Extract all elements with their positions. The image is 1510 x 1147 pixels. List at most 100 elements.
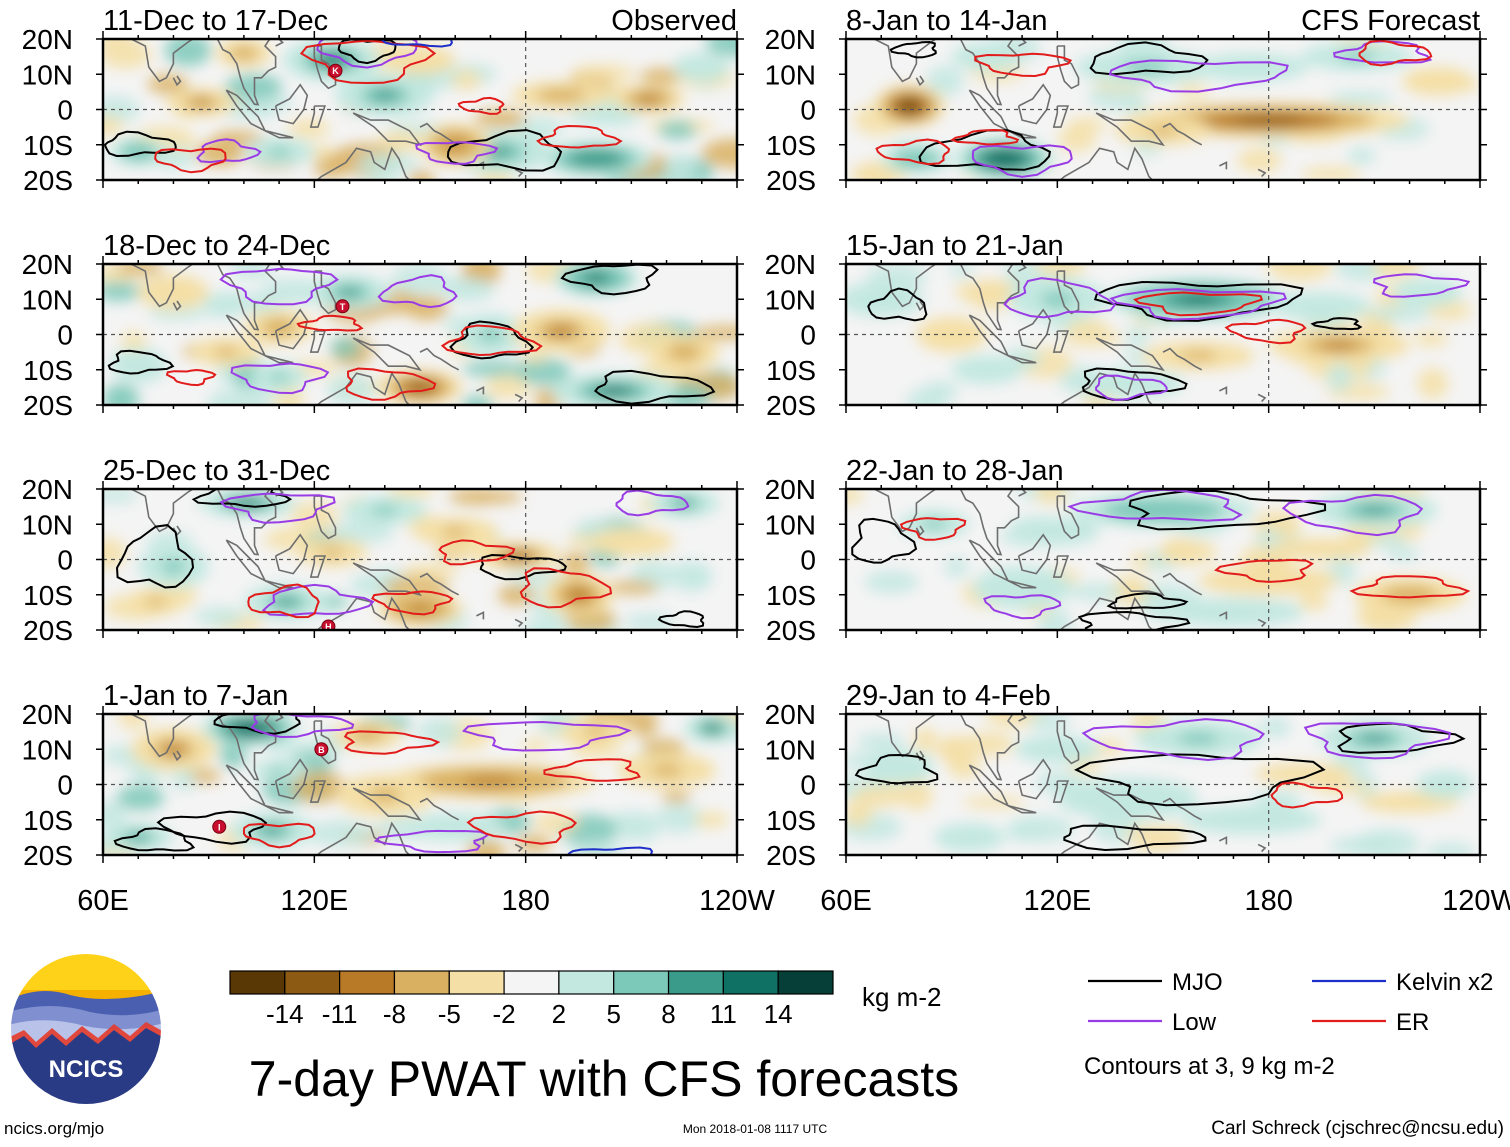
anomaly-blob: [162, 743, 185, 755]
anomaly-blob: [229, 46, 258, 61]
anomaly-blob: [548, 325, 574, 337]
y-tick-label: 0: [800, 320, 816, 351]
wave-contour: [247, 583, 320, 619]
y-tick-label: 10S: [23, 805, 73, 836]
anomaly-blob: [121, 331, 147, 353]
colorbar-units: kg m-2: [862, 982, 941, 1012]
wave-contour: [1310, 317, 1363, 331]
anomaly-blob: [1215, 812, 1287, 827]
coastline: [1095, 562, 1165, 597]
coastline: [1056, 270, 1080, 315]
coastline: [1007, 804, 1037, 814]
anomaly-blob: [568, 105, 627, 127]
coastline: [1219, 161, 1228, 170]
colorbar-label: -8: [383, 999, 406, 1029]
colorbar-label: 11: [710, 999, 737, 1029]
coastline: [1052, 780, 1070, 803]
anomaly-blob: [116, 264, 164, 276]
y-tick-label: 20S: [766, 165, 816, 196]
wave-contour: [219, 267, 339, 306]
anomaly-blob: [521, 350, 547, 363]
coastline: [130, 714, 195, 758]
anomaly-blob: [1239, 545, 1282, 573]
anomaly-blob: [666, 343, 702, 361]
y-tick-label: 20N: [765, 249, 816, 280]
anomaly-blob: [1266, 264, 1333, 282]
coastline: [1162, 347, 1203, 371]
wave-contour: [593, 369, 716, 405]
anomaly-blob: [922, 381, 959, 401]
anomaly-blob: [1326, 362, 1353, 392]
anomaly-blob: [103, 281, 142, 302]
anomaly-blob: [449, 489, 500, 505]
anomaly-blob: [1222, 60, 1280, 75]
map-panel: K 20N 10N 0 10S 20S 11-Dec to 17-Dec Observed: [22, 5, 744, 196]
figure-title: 7-day PWAT with CFS forecasts: [249, 1051, 959, 1107]
coastline: [1219, 611, 1228, 620]
y-tick-label: 20N: [22, 474, 73, 505]
anomaly-blob: [571, 842, 624, 855]
storm-marker: K: [328, 63, 343, 78]
colorbar-label: 5: [606, 999, 620, 1029]
anomaly-blob: [668, 560, 713, 591]
legend-label: Kelvin x2: [1396, 969, 1493, 996]
anomaly-blob: [1159, 538, 1198, 564]
wave-contour: [1095, 374, 1168, 402]
anomaly-blob: [408, 170, 435, 180]
coastline: [1162, 572, 1203, 596]
panel-date-range: 1-Jan to 7-Jan: [103, 680, 288, 712]
coastline: [1219, 836, 1228, 845]
ncics-logo: NCICS: [9, 952, 163, 1106]
wave-contour: [854, 753, 939, 785]
wave-contour: [974, 52, 1073, 78]
y-tick-label: 10S: [766, 580, 816, 611]
anomaly-blob: [566, 587, 591, 602]
logo-text: NCICS: [49, 1056, 124, 1083]
anomaly-blob: [641, 739, 686, 756]
svg-text:T: T: [340, 302, 346, 312]
anomaly-blob: [164, 39, 212, 67]
wave-contour: [343, 730, 441, 755]
column-header: Observed: [611, 5, 737, 37]
anomaly-blob: [663, 154, 697, 180]
x-tick-label: 120W: [699, 885, 775, 917]
wave-contour: [949, 128, 1020, 146]
anomaly-blob: [687, 60, 716, 75]
anomaly-blob: [1279, 768, 1329, 780]
y-tick-label: 20N: [22, 249, 73, 280]
coastline: [1052, 105, 1070, 128]
anomaly-blob: [935, 738, 969, 758]
anomaly-blob: [1426, 301, 1472, 321]
anomaly-blob: [1420, 74, 1456, 89]
colorbar-swatch: [339, 970, 396, 995]
footer-url[interactable]: ncics.org/mjo: [4, 1119, 104, 1138]
coastline: [1007, 354, 1037, 364]
coastline: [419, 572, 460, 596]
anomaly-blob: [1358, 505, 1391, 515]
y-tick-label: 10S: [23, 355, 73, 386]
map-panel: I B 20N 10N 0 10S 20S 1-Jan to 7-Jan 60E 120E 180 1…: [22, 680, 776, 917]
y-tick-label: 20S: [23, 390, 73, 421]
coastline: [476, 386, 485, 395]
anomaly-blob: [1369, 304, 1430, 323]
y-tick-label: 10N: [765, 509, 816, 540]
wave-contour: [1224, 318, 1307, 345]
anomaly-blob: [103, 39, 136, 49]
wave-contour: [446, 129, 563, 172]
anomaly-blob: [515, 358, 572, 385]
anomaly-blob: [161, 559, 186, 574]
coastline: [274, 533, 309, 575]
anomaly-blob: [584, 726, 608, 737]
anomaly-blob: [103, 116, 125, 136]
anomaly-blob: [1121, 98, 1149, 113]
anomaly-blob: [1179, 350, 1218, 361]
wave-contour: [1332, 40, 1433, 64]
colorbar-label: 2: [552, 999, 566, 1029]
coastline: [352, 337, 422, 372]
wave-contour: [103, 130, 177, 158]
anomaly-blob: [657, 121, 697, 140]
coastline: [352, 562, 422, 597]
coastline: [1095, 337, 1165, 372]
anomaly-blob: [693, 325, 737, 340]
wave-contour: [415, 141, 499, 165]
